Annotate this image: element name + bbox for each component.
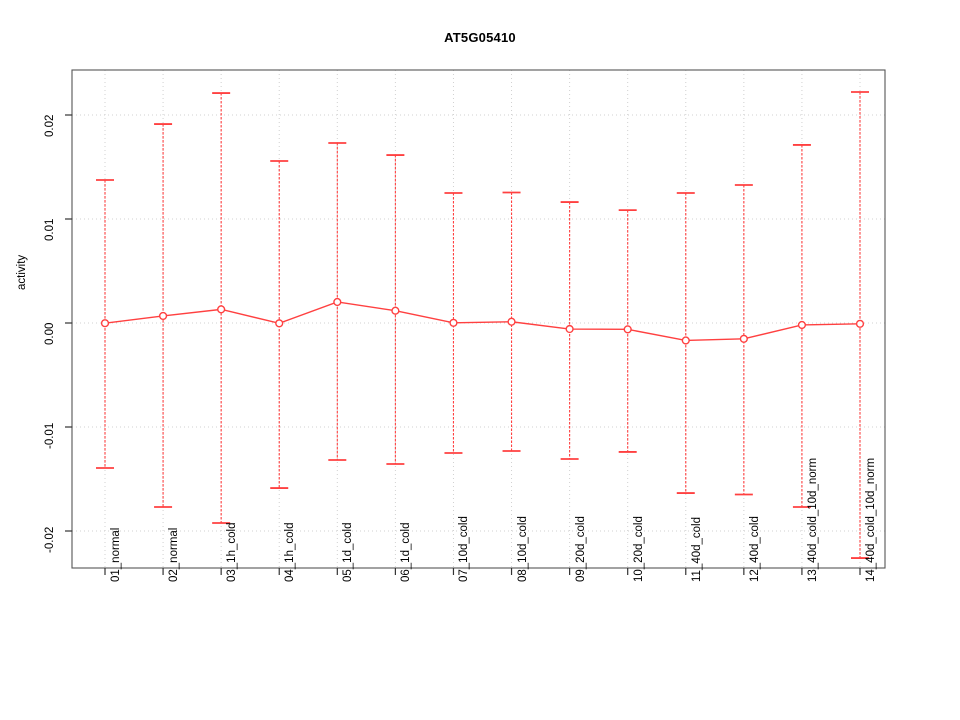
y-tick-label: 0.02: [44, 114, 56, 137]
x-tick-label: 05_1d_cold: [342, 522, 355, 582]
data-series-activity: [96, 91, 869, 559]
page-title: AT5G05410: [444, 30, 516, 45]
y-tick-label: -0.02: [44, 526, 56, 553]
x-tick-label: 13_40d_cold_10d_norm: [806, 457, 819, 582]
x-tick-label: 06_1d_cold: [400, 522, 413, 582]
y-tick-label: -0.01: [44, 422, 56, 449]
x-tick-label: 07_10d_cold: [458, 516, 471, 582]
x-tick-label: 04_1h_cold: [284, 522, 297, 582]
x-tick-label: 12_40d_cold: [748, 516, 761, 582]
x-tick-label: 03_1h_cold: [226, 522, 239, 582]
y-tick-label: 0.01: [44, 218, 56, 241]
grid-lines: [72, 70, 885, 568]
y-tick-label: 0.00: [44, 322, 56, 345]
x-tick-label: 11_40d_cold: [690, 516, 703, 582]
x-tick-label: 08_10d_cold: [516, 516, 529, 582]
axis-box: [71, 69, 886, 569]
x-tick-label: 09_20d_cold: [574, 516, 587, 582]
x-tick-label: 02_normal: [168, 527, 181, 582]
x-tick-label: 14_40d_cold_10d_norm: [865, 457, 877, 582]
x-tick-label: 01_normal: [110, 527, 122, 582]
axis-ticks: [65, 114, 861, 575]
x-tick-label: 10_20d_cold: [632, 516, 645, 582]
